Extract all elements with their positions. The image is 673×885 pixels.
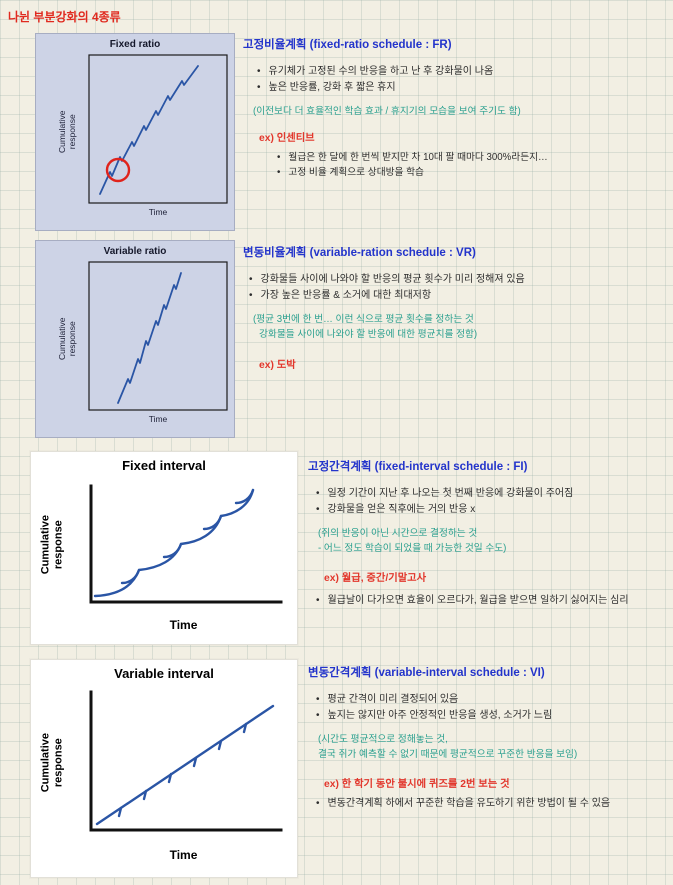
- y-axis-label-line: Cumulative: [39, 515, 52, 575]
- note-text: (시간도 평균적으로 정해놓는 것, 결국 쥐가 예측할 수 없기 때문에 평균…: [318, 732, 666, 762]
- x-axis-label: Time: [148, 207, 168, 217]
- bullet-item: 변동간격계획 하에서 꾸준한 학습을 유도하기 위한 방법이 될 수 있음: [316, 796, 666, 812]
- bullet-item: 강화물들 사이에 나와야 할 반응의 평균 횟수가 미리 정해져 있음: [249, 272, 665, 288]
- sub-bullet-text: 고정 비율 계획으로 상대방을 학습: [288, 167, 424, 179]
- red-circle-annotation: [105, 157, 131, 183]
- example-label: ex) 월급, 중간/기말고사: [324, 573, 427, 585]
- reinforcement-hook-marks: [120, 488, 255, 585]
- y-axis-label: Cumulative response: [39, 500, 64, 590]
- scalloped-response-curve: [93, 488, 255, 598]
- note-text: (평균 3번에 한 번… 이런 식으로 평균 횟수를 정하는 것 강화물들 사이…: [253, 312, 665, 342]
- x-axis-label: Time: [169, 848, 198, 862]
- axes: [89, 690, 283, 832]
- bullet-item: 평균 간격이 미리 결정되어 있음: [316, 692, 666, 708]
- bullet-item: 일정 기간이 지난 후 나오는 첫 번째 반응에 강화물이 주어짐: [316, 486, 666, 502]
- bullet-text: 유기체가 고정된 수의 반응을 하고 난 후 강화물이 나옴: [268, 66, 494, 77]
- section-variable-interval: 변동간격계획 (variable-interval schedule : VI)…: [308, 664, 666, 812]
- y-axis-label-line: Cumulative: [39, 733, 52, 793]
- note-text: (이전보다 더 효율적인 학습 효과 / 휴지기의 모습을 보여 주기도 함): [253, 104, 665, 119]
- plot-area: [89, 690, 283, 832]
- chart-fixed-ratio: Fixed ratio Cumulative response Time: [35, 33, 235, 231]
- y-axis-label: Cumulative response: [39, 718, 64, 808]
- page-title: 나뉜 부분강화의 4종류: [8, 10, 121, 24]
- bullet-text: 일정 기간이 지난 후 나오는 첫 번째 반응에 강화물이 주어짐: [327, 488, 574, 499]
- y-axis-label-line: response: [52, 738, 64, 788]
- note-line: 강화물들 사이에 나와야 할 반응에 대한 평균치를 정함): [259, 329, 478, 341]
- section-fixed-ratio: 고정비율계획 (fixed-ratio schedule : FR) 유기체가 …: [243, 36, 665, 180]
- y-axis-label-line: response: [67, 321, 77, 357]
- bullet-text: 높지는 않지만 아주 안정적인 반응을 생성, 소거가 느림: [327, 709, 553, 721]
- note-text: (쥐의 반응이 아닌 시간으로 결정하는 것 - 어느 정도 학습이 되었을 때…: [318, 526, 666, 556]
- example-label: ex) 한 학기 동안 불시에 퀴즈를 2번 보는 것: [324, 779, 510, 791]
- y-axis-label: Cumulative response: [57, 304, 78, 374]
- chart-variable-interval: Variable interval Cumulative response Ti…: [30, 659, 298, 878]
- section-variable-ratio: 변동비율계획 (variable-ration schedule : VR) 강…: [243, 244, 665, 377]
- bullet-item: 높지는 않지만 아주 안정적인 반응을 생성, 소거가 느림: [316, 708, 666, 724]
- bullet-item: 월급날이 다가오면 효율이 오르다가, 월급을 받으면 일하기 싫어지는 심리: [316, 593, 666, 609]
- x-axis-label: Time: [169, 618, 198, 632]
- bullet-item: 높은 반응률, 강화 후 짧은 휴지: [257, 80, 665, 96]
- steady-response-line: [95, 704, 275, 826]
- note-line: (이전보다 더 효율적인 학습 효과 / 휴지기의 모습을 보여 주기도 함): [253, 106, 521, 117]
- bullet-text: 높은 반응률, 강화 후 짧은 휴지: [268, 81, 396, 93]
- chart-fixed-interval: Fixed interval Cumulative response Time: [30, 451, 298, 645]
- note-line: (쥐의 반응이 아닌 시간으로 결정하는 것: [318, 528, 478, 539]
- y-axis-label-line: response: [67, 114, 77, 150]
- plot-frame: [88, 261, 228, 411]
- response-curve: [117, 272, 182, 404]
- bullet-item: 가장 높은 반응률 & 소거에 대한 최대저항: [249, 288, 665, 304]
- bullet-text: 가장 높은 반응률 & 소거에 대한 최대저항: [260, 289, 432, 301]
- axes: [89, 484, 283, 604]
- plot-area: [88, 54, 228, 204]
- sub-bullet-item: 고정 비율 계획으로 상대방을 학습: [277, 165, 665, 180]
- bullet-item: 유기체가 고정된 수의 반응을 하고 난 후 강화물이 나옴: [257, 64, 665, 80]
- bullet-text: 변동간격계획 하에서 꾸준한 학습을 유도하기 위한 방법이 될 수 있음: [327, 798, 611, 810]
- sub-bullet-text: 월급은 한 달에 한 번씩 받지만 차 10대 팔 때마다 300%라든지…: [288, 152, 548, 164]
- bullet-text: 강화물을 얻은 직후에는 거의 반응 x: [327, 503, 476, 515]
- bullet-item: 강화물을 얻은 직후에는 거의 반응 x: [316, 502, 666, 518]
- y-axis-label-line: response: [52, 520, 64, 570]
- response-curve: [99, 65, 199, 195]
- chart-title: Variable ratio: [103, 246, 167, 257]
- example-label: ex) 인센티브: [259, 133, 315, 145]
- sub-bullet-item: 월급은 한 달에 한 번씩 받지만 차 10대 팔 때마다 300%라든지…: [277, 150, 665, 165]
- section-heading: 변동간격계획 (variable-interval schedule : VI): [308, 667, 545, 679]
- section-heading: 고정비율계획 (fixed-ratio schedule : FR): [243, 39, 452, 51]
- plot-frame: [88, 54, 228, 204]
- plot-area: [89, 484, 283, 604]
- reinforcement-tick-marks: [117, 722, 248, 818]
- bullet-text: 월급날이 다가오면 효율이 오르다가, 월급을 받으면 일하기 싫어지는 심리: [327, 595, 629, 607]
- bullet-text: 평균 간격이 미리 결정되어 있음: [327, 694, 459, 705]
- chart-title: Fixed ratio: [109, 39, 161, 50]
- note-line: 결국 쥐가 예측할 수 없기 때문에 평균적으로 꾸준한 반응을 보임): [318, 749, 578, 761]
- chart-title: Fixed interval: [122, 458, 206, 473]
- note-line: (평균 3번에 한 번… 이런 식으로 평균 횟수를 정하는 것: [253, 314, 474, 325]
- section-fixed-interval: 고정간격계획 (fixed-interval schedule : FI) 일정…: [308, 458, 666, 609]
- section-heading: 고정간격계획 (fixed-interval schedule : FI): [308, 461, 528, 473]
- plot-area: [88, 261, 228, 411]
- section-heading: 변동비율계획 (variable-ration schedule : VR): [243, 247, 476, 259]
- note-line: - 어느 정도 학습이 되었을 때 가능한 것일 수도): [318, 543, 507, 555]
- chart-title: Variable interval: [114, 666, 214, 681]
- note-line: (시간도 평균적으로 정해놓는 것,: [318, 734, 448, 745]
- chart-variable-ratio: Variable ratio Cumulative response Time: [35, 240, 235, 438]
- y-axis-label: Cumulative response: [57, 97, 78, 167]
- bullet-text: 강화물들 사이에 나와야 할 반응의 평균 횟수가 미리 정해져 있음: [260, 274, 525, 285]
- x-axis-label: Time: [148, 414, 168, 424]
- example-label: ex) 도박: [259, 360, 296, 372]
